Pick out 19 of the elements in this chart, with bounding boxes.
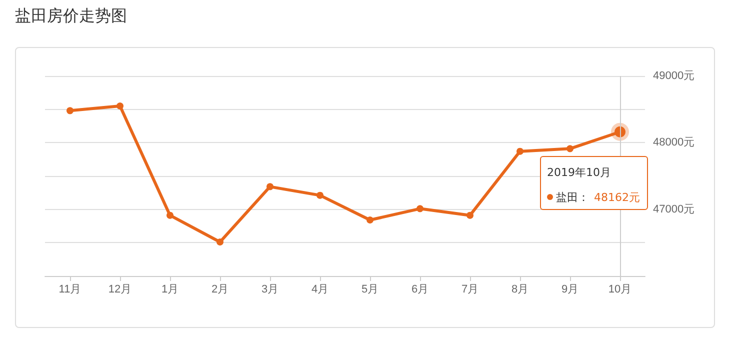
- y-tick-label: 48000元: [653, 136, 695, 149]
- legend-label: 盐田：: [556, 190, 589, 205]
- x-tick-label: 5月: [361, 284, 379, 296]
- x-tick-label: 1月: [161, 284, 179, 296]
- x-tick-label: 12月: [108, 284, 132, 296]
- x-tick-label: 10月: [608, 284, 632, 296]
- x-tick-label: 4月: [311, 284, 329, 296]
- y-tick-label: 47000元: [653, 203, 695, 216]
- x-tick-label: 2月: [211, 284, 229, 296]
- x-tick-label: 7月: [461, 284, 479, 296]
- x-tick-label: 3月: [261, 284, 279, 296]
- y-tick-label: 49000元: [653, 70, 695, 82]
- x-tick-label: 6月: [411, 284, 429, 296]
- annotation: 2019年10月: [547, 164, 611, 180]
- x-tick-label: 11月: [58, 284, 82, 296]
- annotation: 48162元: [594, 190, 640, 205]
- x-tick-label: 9月: [561, 284, 579, 296]
- x-tick-label: 8月: [511, 284, 529, 296]
- chart-title: 盐田房价走势图: [15, 6, 127, 27]
